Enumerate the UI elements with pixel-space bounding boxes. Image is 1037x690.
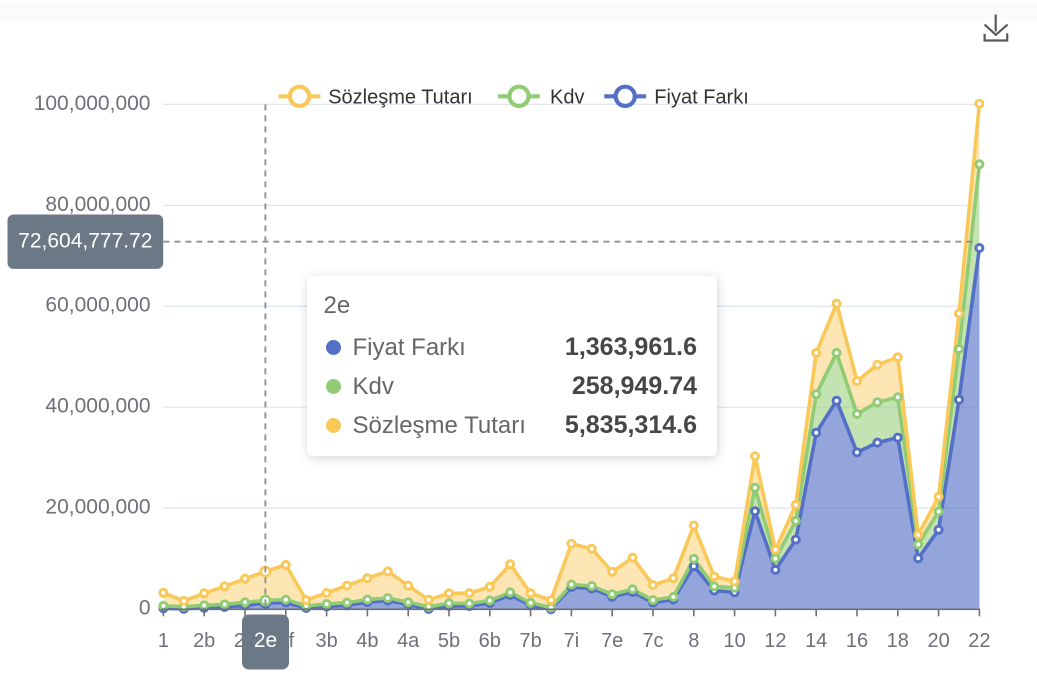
svg-text:5b: 5b bbox=[438, 630, 460, 652]
svg-text:6b: 6b bbox=[479, 630, 501, 652]
svg-text:2b: 2b bbox=[193, 630, 215, 652]
svg-text:14: 14 bbox=[805, 630, 827, 652]
svg-text:22: 22 bbox=[968, 630, 990, 652]
svg-text:20: 20 bbox=[927, 630, 949, 652]
svg-text:80,000,000: 80,000,000 bbox=[45, 193, 150, 216]
svg-text:7e: 7e bbox=[601, 630, 623, 652]
svg-text:7b: 7b bbox=[519, 630, 541, 652]
svg-text:72,604,777.72: 72,604,777.72 bbox=[18, 230, 152, 253]
svg-text:8: 8 bbox=[688, 630, 699, 652]
svg-text:20,000,000: 20,000,000 bbox=[45, 496, 150, 519]
svg-text:40,000,000: 40,000,000 bbox=[45, 395, 150, 418]
svg-text:0: 0 bbox=[139, 597, 151, 620]
svg-text:4a: 4a bbox=[397, 630, 420, 652]
svg-text:18: 18 bbox=[887, 630, 909, 652]
svg-text:3b: 3b bbox=[315, 630, 337, 652]
svg-text:Fiyat Farkı: Fiyat Farkı bbox=[654, 86, 748, 108]
svg-text:2e: 2e bbox=[254, 629, 277, 652]
svg-text:Sözleşme Tutarı: Sözleşme Tutarı bbox=[328, 86, 473, 108]
svg-text:10: 10 bbox=[723, 630, 745, 652]
svg-text:60,000,000: 60,000,000 bbox=[45, 294, 150, 317]
svg-text:1: 1 bbox=[158, 630, 169, 652]
svg-text:Kdv: Kdv bbox=[550, 86, 584, 108]
svg-text:100,000,000: 100,000,000 bbox=[34, 92, 151, 115]
svg-text:12: 12 bbox=[764, 630, 786, 652]
svg-text:16: 16 bbox=[846, 630, 868, 652]
svg-text:7i: 7i bbox=[564, 630, 580, 652]
svg-text:4b: 4b bbox=[356, 630, 378, 652]
svg-text:7c: 7c bbox=[642, 630, 663, 652]
